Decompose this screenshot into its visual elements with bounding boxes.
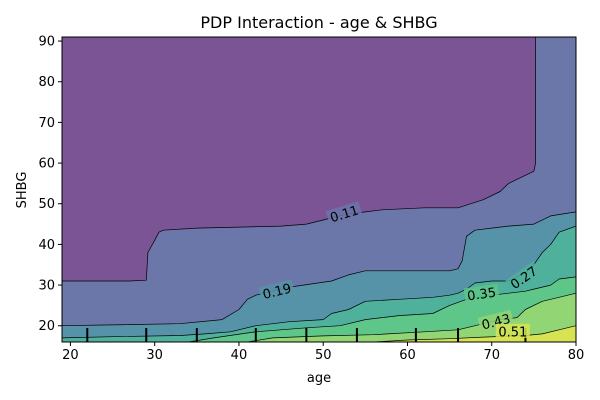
- y-tick-label: 30: [38, 279, 55, 294]
- contour-label-bg: [325, 201, 363, 225]
- plot-frame: [61, 36, 577, 343]
- x-tick-label: 30: [146, 348, 163, 363]
- x-tick-label: 70: [483, 348, 500, 363]
- contour-label-bg: [505, 261, 542, 293]
- contour-label-bg: [495, 323, 530, 338]
- contour-band-4: [62, 276, 576, 342]
- y-axis-label: SHBG: [15, 172, 30, 209]
- x-tick-label: 80: [568, 348, 585, 363]
- contour-line-0.19: [62, 211, 576, 327]
- x-axis-ticks: 20 30 40 50 60 70 80: [62, 342, 584, 363]
- y-tick-label: 70: [38, 116, 55, 131]
- contour-label-text: 0.51: [498, 325, 527, 340]
- contour-label-bg: [463, 283, 500, 303]
- contour-label-0.19: 0.19: [258, 279, 295, 303]
- contour-fill-bands: [62, 37, 576, 342]
- contour-label-0.35: 0.35: [463, 283, 500, 305]
- y-tick-label: 60: [38, 157, 55, 172]
- contour-label-bg: [477, 309, 514, 332]
- chart-title: PDP Interaction - age & SHBG: [200, 13, 437, 32]
- contour-band-1: [62, 37, 576, 342]
- contour-label-0.51: 0.51: [495, 323, 530, 340]
- x-tick-label: 50: [315, 348, 332, 363]
- y-axis-ticks: 20 30 40 50 60 70 80 90: [38, 35, 62, 334]
- x-tick-label: 60: [399, 348, 416, 363]
- y-tick-label: 40: [38, 238, 55, 253]
- y-tick-label: 20: [38, 319, 55, 334]
- y-tick-label: 80: [38, 75, 55, 90]
- contour-line-0.35: [188, 276, 576, 342]
- x-tick-label: 20: [62, 348, 79, 363]
- y-tick-label: 90: [38, 35, 55, 50]
- y-tick-label: 50: [38, 197, 55, 212]
- contour-label-text: 0.19: [261, 281, 293, 303]
- x-axis-label: age: [307, 371, 331, 386]
- x-tick-label: 40: [231, 348, 248, 363]
- contour-label-bg: [258, 279, 295, 302]
- contour-label-text: 0.35: [466, 286, 497, 305]
